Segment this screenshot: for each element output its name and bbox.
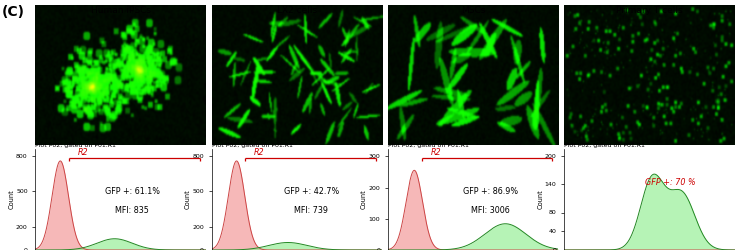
Text: GFP +: 42.7%: GFP +: 42.7% xyxy=(284,188,339,196)
Text: Plot P02, gated on P01.R1: Plot P02, gated on P01.R1 xyxy=(388,143,469,148)
Text: GFP +: 61.1%: GFP +: 61.1% xyxy=(105,188,160,196)
Text: Plot P02, gated on P01.R1: Plot P02, gated on P01.R1 xyxy=(212,143,292,148)
Text: R2: R2 xyxy=(254,148,265,157)
Text: MFI: 739: MFI: 739 xyxy=(294,206,328,215)
Text: Plot P02, gated on P01.R1: Plot P02, gated on P01.R1 xyxy=(35,143,116,148)
Text: Human iPSCs: Human iPSCs xyxy=(91,6,151,15)
Text: MSCs: MSCs xyxy=(461,6,485,15)
Text: MFI: 835: MFI: 835 xyxy=(116,206,149,215)
Y-axis label: Count: Count xyxy=(537,190,543,209)
Text: MFI: 3006: MFI: 3006 xyxy=(471,206,510,215)
Text: GFP +: 86.9%: GFP +: 86.9% xyxy=(463,188,518,196)
Text: (C): (C) xyxy=(1,5,24,19)
Text: R2: R2 xyxy=(431,148,441,157)
Text: Plot P02, gated on P01.R1: Plot P02, gated on P01.R1 xyxy=(564,143,645,148)
Text: R2: R2 xyxy=(78,148,88,157)
Text: Primary T cells: Primary T cells xyxy=(616,6,683,15)
Text: LX2 cells: LX2 cells xyxy=(277,6,317,15)
Y-axis label: Count: Count xyxy=(185,190,191,209)
Y-axis label: Count: Count xyxy=(361,190,367,209)
Text: GFP +: 70 %: GFP +: 70 % xyxy=(645,178,696,187)
Y-axis label: Count: Count xyxy=(9,190,15,209)
